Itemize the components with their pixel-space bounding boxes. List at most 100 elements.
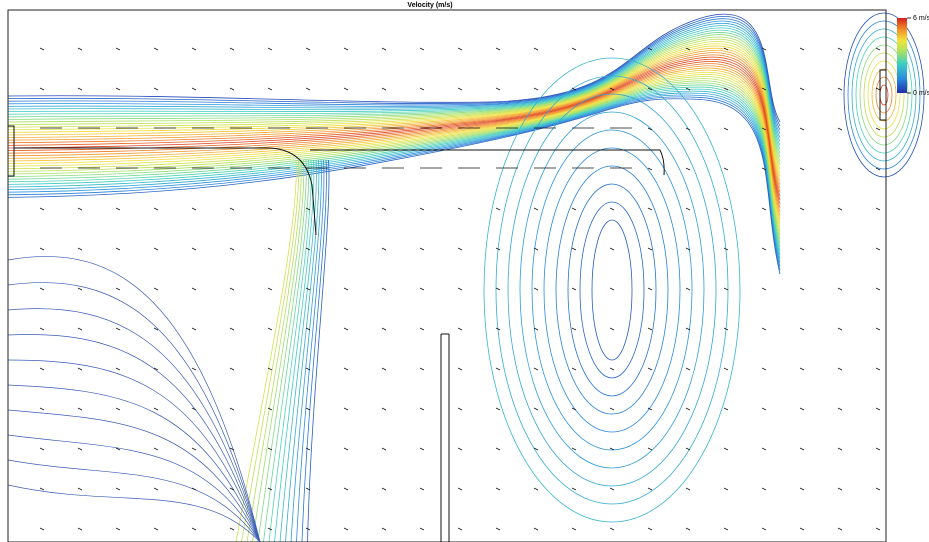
velocity-arrow <box>685 527 691 531</box>
velocity-arrow <box>761 407 767 411</box>
velocity-arrow <box>77 247 83 251</box>
velocity-arrow <box>647 447 653 451</box>
velocity-arrow <box>267 287 273 291</box>
velocity-arrow <box>153 207 159 211</box>
velocity-arrow <box>647 127 653 131</box>
velocity-arrow <box>419 47 425 51</box>
velocity-arrow <box>837 287 843 291</box>
velocity-arrow <box>533 407 539 411</box>
velocity-arrow <box>457 287 463 291</box>
velocity-arrow <box>723 87 729 91</box>
contour-line <box>7 61 781 205</box>
velocity-arrow <box>875 367 881 371</box>
contour-line <box>7 98 781 275</box>
velocity-arrow <box>153 87 159 91</box>
velocity-arrow <box>761 487 767 491</box>
velocity-arrow <box>457 327 463 331</box>
velocity-arrow <box>115 407 121 411</box>
velocity-arrow <box>153 447 159 451</box>
contour-line <box>7 96 781 271</box>
velocity-arrow <box>229 407 235 411</box>
velocity-arrow <box>39 327 45 331</box>
velocity-arrow <box>457 487 463 491</box>
velocity-arrow <box>305 327 311 331</box>
wall <box>8 69 886 542</box>
velocity-arrow <box>153 287 159 291</box>
velocity-arrow <box>381 367 387 371</box>
velocity-arrow <box>723 47 729 51</box>
velocity-arrow <box>609 487 615 491</box>
contour-line <box>7 76 781 232</box>
velocity-arrow <box>39 47 45 51</box>
velocity-arrow <box>115 247 121 251</box>
velocity-arrow <box>495 287 501 291</box>
velocity-arrow <box>609 527 615 531</box>
velocity-arrow <box>229 447 235 451</box>
contour-line <box>543 147 681 433</box>
velocity-arrow <box>419 487 425 491</box>
contour-line <box>252 159 305 542</box>
contour-line <box>7 45 781 177</box>
velocity-arrow <box>647 87 653 91</box>
colorbar-tick-label: 0 m/s <box>913 90 929 97</box>
velocity-arrow <box>153 527 159 531</box>
velocity-arrow <box>533 327 539 331</box>
velocity-arrow <box>647 327 653 331</box>
velocity-arrow <box>229 47 235 51</box>
contour-line <box>7 20 781 134</box>
velocity-arrow <box>419 527 425 531</box>
velocity-arrow <box>837 487 843 491</box>
velocity-arrow <box>685 447 691 451</box>
velocity-arrow <box>305 247 311 251</box>
contour-line <box>301 159 327 542</box>
contour-line <box>307 159 330 542</box>
velocity-arrow <box>837 127 843 131</box>
velocity-arrow <box>609 327 615 331</box>
velocity-arrow <box>305 367 311 371</box>
velocity-arrow <box>115 87 121 91</box>
contour-line <box>519 111 705 469</box>
velocity-arrow <box>419 287 425 291</box>
velocity-arrow <box>419 367 425 371</box>
velocity-arrow <box>77 487 83 491</box>
velocity-arrow <box>723 367 729 371</box>
velocity-arrow <box>343 487 349 491</box>
velocity-arrow <box>191 527 197 531</box>
velocity-arrow <box>39 287 45 291</box>
velocity-arrow <box>381 487 387 491</box>
velocity-arrow <box>381 407 387 411</box>
velocity-arrow <box>419 87 425 91</box>
velocity-arrow <box>495 527 501 531</box>
velocity-arrow <box>115 207 121 211</box>
velocity-arrow <box>875 87 881 91</box>
velocity-arrow <box>723 327 729 331</box>
velocity-arrow <box>761 207 767 211</box>
velocity-arrow <box>381 87 387 91</box>
contour-line <box>7 43 781 173</box>
contour-line <box>7 82 781 244</box>
velocity-arrow <box>39 407 45 411</box>
velocity-arrow <box>191 487 197 491</box>
velocity-arrow <box>571 527 577 531</box>
contour-line <box>7 86 781 251</box>
velocity-arrow <box>875 527 881 531</box>
velocity-arrow <box>533 207 539 211</box>
velocity-arrow <box>495 47 501 51</box>
velocity-arrow <box>305 87 311 91</box>
velocity-arrow <box>685 127 691 131</box>
velocity-arrow <box>229 527 235 531</box>
velocity-arrow <box>77 527 83 531</box>
velocity-arrow <box>571 327 577 331</box>
velocity-arrow <box>571 47 577 51</box>
contour-line <box>7 434 261 542</box>
velocity-arrow <box>685 247 691 251</box>
velocity-arrow <box>533 247 539 251</box>
contour-line <box>7 88 781 255</box>
contour-line <box>871 68 897 122</box>
velocity-arrow <box>647 207 653 211</box>
velocity-arrow <box>723 527 729 531</box>
velocity-arrow <box>381 207 387 211</box>
velocity-arrow <box>381 447 387 451</box>
velocity-arrow <box>799 87 805 91</box>
velocity-arrow <box>115 367 121 371</box>
